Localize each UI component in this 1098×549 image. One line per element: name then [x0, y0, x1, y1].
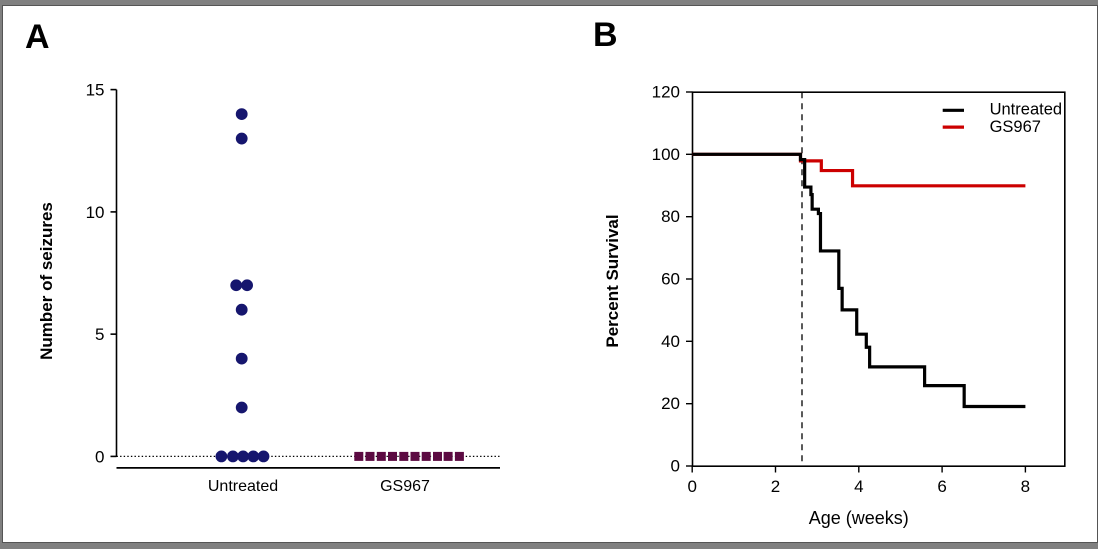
svg-text:120: 120 [652, 83, 680, 102]
svg-text:B: B [593, 16, 618, 54]
svg-text:60: 60 [661, 270, 680, 289]
svg-text:0: 0 [95, 447, 104, 466]
svg-text:8: 8 [1021, 477, 1030, 496]
svg-text:40: 40 [661, 332, 680, 351]
svg-text:80: 80 [661, 207, 680, 226]
svg-text:20: 20 [661, 394, 680, 413]
svg-text:GS967: GS967 [990, 118, 1041, 136]
svg-text:Untreated: Untreated [208, 478, 278, 495]
svg-text:GS967: GS967 [380, 478, 430, 495]
svg-text:0: 0 [687, 477, 696, 496]
svg-text:Untreated: Untreated [990, 101, 1062, 119]
svg-text:100: 100 [652, 145, 680, 164]
svg-text:Age (weeks): Age (weeks) [809, 508, 909, 528]
svg-text:10: 10 [86, 203, 105, 222]
svg-text:Number of seizures: Number of seizures [37, 202, 56, 360]
svg-text:4: 4 [854, 477, 863, 496]
svg-text:A: A [25, 18, 50, 56]
svg-text:6: 6 [937, 477, 946, 496]
svg-text:0: 0 [671, 457, 680, 476]
svg-text:5: 5 [95, 325, 104, 344]
svg-text:15: 15 [86, 81, 105, 100]
svg-text:Percent Survival: Percent Survival [603, 214, 622, 347]
svg-text:2: 2 [771, 477, 780, 496]
